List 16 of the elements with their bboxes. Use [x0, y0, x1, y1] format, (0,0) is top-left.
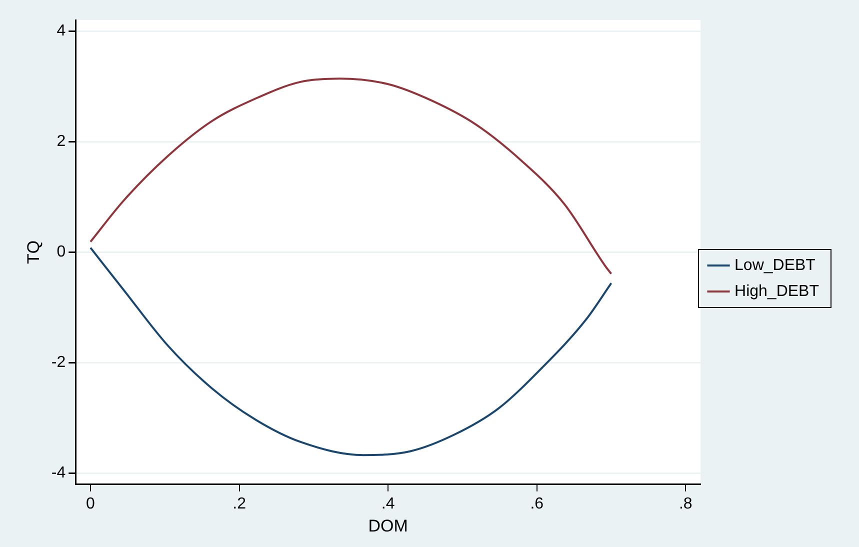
x-tick-label: .4 [381, 495, 395, 512]
x-tick-label: .8 [678, 495, 692, 512]
legend-label: High_DEBT [734, 282, 820, 300]
y-tick-label: -4 [51, 464, 66, 482]
legend-label: Low_DEBT [734, 256, 816, 274]
line-series [90, 246, 612, 456]
line-series [90, 78, 612, 275]
y-axis-title: TQ [24, 240, 43, 264]
x-tick-label: .6 [530, 495, 544, 512]
y-tick-label: 2 [56, 133, 66, 150]
x-axis-title: DOM [368, 516, 408, 536]
x-tick-label: 0 [86, 495, 96, 512]
x-tick-label: .2 [232, 495, 246, 512]
y-tick-label: 0 [56, 244, 66, 261]
y-tick-label: -2 [51, 354, 66, 372]
y-tick-label: 4 [56, 22, 66, 40]
